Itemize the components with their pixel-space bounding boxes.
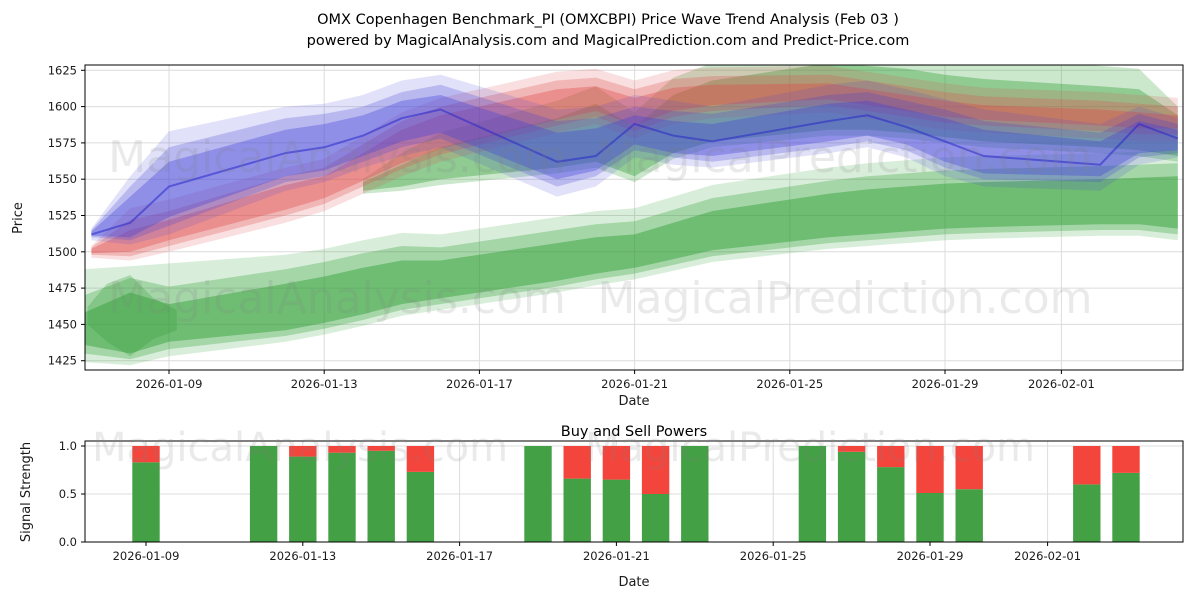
power-xtick-label: 2026-01-25 (740, 549, 807, 563)
bar-buy-segment (524, 446, 552, 542)
power-xtick-label: 2026-01-09 (113, 549, 180, 563)
bar-buy-segment (1112, 472, 1140, 542)
price-band-blue-envelope (91, 74, 1178, 245)
bar-sell-segment (1112, 446, 1140, 473)
price-xtick-label: 2026-02-01 (1028, 377, 1095, 391)
watermark-analysis: MagicalAnalysis.com (92, 425, 508, 471)
bar-sell-segment (877, 446, 905, 468)
bar-buy-segment (1073, 484, 1101, 542)
price-ytick-label: 1600 (48, 100, 77, 114)
watermark-analysis: MagicalAnalysis.com (108, 132, 566, 183)
bar-buy-segment (328, 452, 356, 542)
power-xtick-label: 2026-01-29 (897, 549, 964, 563)
price-grid (85, 65, 1183, 370)
power-chart: 0.0 0.5 1.0 2026-01-09 2026-01-13 2026-01-17 2… (19, 424, 1184, 590)
price-xtick-label: 2026-01-21 (601, 377, 668, 391)
bar-buy-segment (641, 494, 670, 542)
watermark-prediction: MagicalPrediction.com (598, 132, 1093, 183)
bar-buy-segment (132, 462, 160, 542)
price-band-red-mid (91, 74, 1178, 257)
power-xtick-label: 2026-02-01 (1014, 549, 1081, 563)
price-band-green-left-zigzag (87, 275, 177, 357)
power-ytick-label: 0.0 (59, 535, 77, 549)
power-ytick-label: 0.5 (59, 487, 77, 501)
bar-sell-segment (1073, 446, 1101, 485)
bar-sell-segment (367, 446, 395, 451)
price-band-red-envelope (91, 65, 1178, 261)
bar-sell-segment (641, 446, 670, 494)
power-xtick-label: 2026-01-17 (426, 549, 493, 563)
bar-sell-segment (563, 446, 591, 479)
price-band-red-core (91, 83, 1178, 254)
price-xtick-label: 2026-01-25 (756, 377, 823, 391)
bar-buy-segment (837, 451, 866, 542)
bar-sell-segment (955, 446, 983, 490)
price-band-green-lower-mid (85, 163, 1178, 360)
price-ytick-label: 1425 (48, 354, 77, 368)
watermark-prediction: MagicalPrediction.com (598, 273, 1093, 324)
price-x-axis-label: Date (618, 394, 649, 409)
price-axis-ticks: 1425 1450 1475 1500 1525 1550 1575 1600 1625 2026… (48, 63, 1095, 391)
price-xtick-label: 2026-01-09 (136, 377, 203, 391)
price-band-blue-core (91, 95, 1178, 238)
price-chart: 1425 1450 1475 1500 1525 1550 1575 1600 1625 2026… (11, 63, 1184, 409)
price-xtick-label: 2026-01-13 (291, 377, 358, 391)
price-bands (85, 65, 1179, 366)
power-x-axis-label: Date (618, 575, 649, 590)
bar-buy-segment (367, 450, 395, 542)
bar-buy-segment (602, 479, 631, 542)
main-title: OMX Copenhagen Benchmark_PI (OMXCBPI) Pr… (317, 12, 899, 28)
price-band-green-upper-envelope (363, 65, 1178, 194)
price-ytick-label: 1525 (48, 209, 77, 223)
bar-buy-segment (955, 489, 983, 542)
power-bars (132, 446, 1140, 542)
bar-sell-segment (602, 446, 631, 480)
power-xtick-label: 2026-01-21 (583, 549, 650, 563)
bar-sell-segment (916, 446, 944, 493)
bar-sell-segment (132, 446, 160, 463)
price-plot-border (84, 64, 1184, 371)
price-ytick-label: 1500 (48, 245, 77, 259)
bar-buy-segment (877, 467, 905, 542)
price-xtick-label: 2026-01-29 (912, 377, 979, 391)
power-chart-title: Buy and Sell Powers (561, 424, 707, 440)
bar-buy-segment (249, 446, 278, 542)
bar-sell-segment (837, 446, 866, 452)
power-y-axis-label: Signal Strength (19, 442, 34, 542)
power-ytick-label: 1.0 (59, 439, 77, 453)
blue-trend-line (91, 108, 1179, 236)
price-ytick-label: 1475 (48, 281, 77, 295)
bar-buy-segment (798, 446, 827, 542)
price-band-green-lower-envelope (85, 150, 1178, 366)
watermark-prediction: MagicalPrediction.com (585, 425, 1035, 471)
bar-sell-segment (328, 446, 356, 453)
bar-buy-segment (563, 478, 591, 542)
bar-sell-segment (289, 446, 317, 457)
price-ytick-label: 1575 (48, 136, 77, 150)
power-axis-ticks: 0.0 0.5 1.0 2026-01-09 2026-01-13 2026-01-17 2… (59, 439, 1081, 563)
bar-buy-segment (406, 471, 435, 542)
watermark-analysis: MagicalAnalysis.com (108, 273, 566, 324)
bar-buy-segment (681, 446, 709, 542)
price-xtick-label: 2026-01-17 (446, 377, 513, 391)
price-y-axis-label: Price (11, 202, 26, 234)
price-ytick-label: 1450 (48, 317, 77, 331)
price-ytick-label: 1550 (48, 172, 77, 186)
price-ytick-label: 1625 (48, 63, 77, 77)
watermark-layer: MagicalAnalysis.com MagicalPrediction.com… (92, 132, 1093, 471)
bar-buy-segment (289, 456, 317, 542)
main-subtitle: powered by MagicalAnalysis.com and Magic… (307, 33, 910, 49)
power-plot-border (84, 440, 1184, 543)
price-band-green-lower-core (85, 176, 1178, 354)
bar-buy-segment (916, 493, 944, 542)
power-xtick-label: 2026-01-13 (269, 549, 336, 563)
price-band-blue-mid (91, 84, 1178, 241)
bar-sell-segment (406, 446, 435, 472)
